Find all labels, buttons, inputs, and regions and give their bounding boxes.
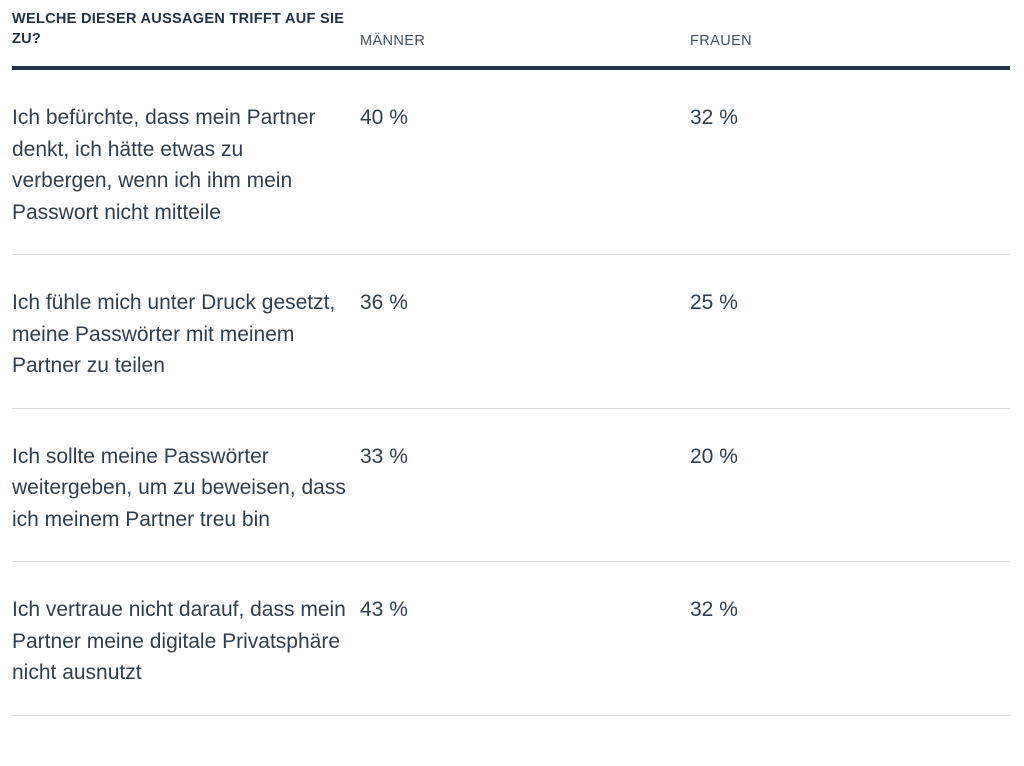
statement-text: Ich fühle mich unter Druck gesetzt, mein… [12, 254, 360, 409]
column-header-maenner: MÄNNER [360, 0, 690, 70]
column-header-frauen: FRAUEN [690, 0, 1010, 70]
maenner-value: 36 % [360, 254, 690, 409]
maenner-value: 40 % [360, 68, 690, 255]
frauen-value: 32 % [690, 68, 1010, 255]
table-row: Ich befürchte, dass mein Partner denkt, … [12, 68, 1010, 255]
table-row: Ich fühle mich unter Druck gesetzt, mein… [12, 254, 1010, 409]
maenner-value: 33 % [360, 408, 690, 562]
table-row: Ich vertraue nicht darauf, dass mein Par… [12, 561, 1010, 716]
maenner-value: 43 % [360, 561, 690, 716]
question-header: WELCHE DIESER AUSSAGEN TRIFFT AUF SIE ZU… [12, 0, 360, 70]
statement-text: Ich vertraue nicht darauf, dass mein Par… [12, 561, 360, 716]
frauen-value: 20 % [690, 408, 1010, 562]
frauen-value: 32 % [690, 561, 1010, 716]
statements-table: WELCHE DIESER AUSSAGEN TRIFFT AUF SIE ZU… [12, 0, 1010, 716]
frauen-value: 25 % [690, 254, 1010, 409]
table-body: Ich befürchte, dass mein Partner denkt, … [12, 68, 1010, 716]
header-row: WELCHE DIESER AUSSAGEN TRIFFT AUF SIE ZU… [12, 0, 1010, 70]
statement-text: Ich sollte meine Passwörter weitergeben,… [12, 408, 360, 562]
statement-text: Ich befürchte, dass mein Partner denkt, … [12, 68, 360, 255]
table-header: WELCHE DIESER AUSSAGEN TRIFFT AUF SIE ZU… [12, 0, 1010, 70]
table-row: Ich sollte meine Passwörter weitergeben,… [12, 408, 1010, 562]
